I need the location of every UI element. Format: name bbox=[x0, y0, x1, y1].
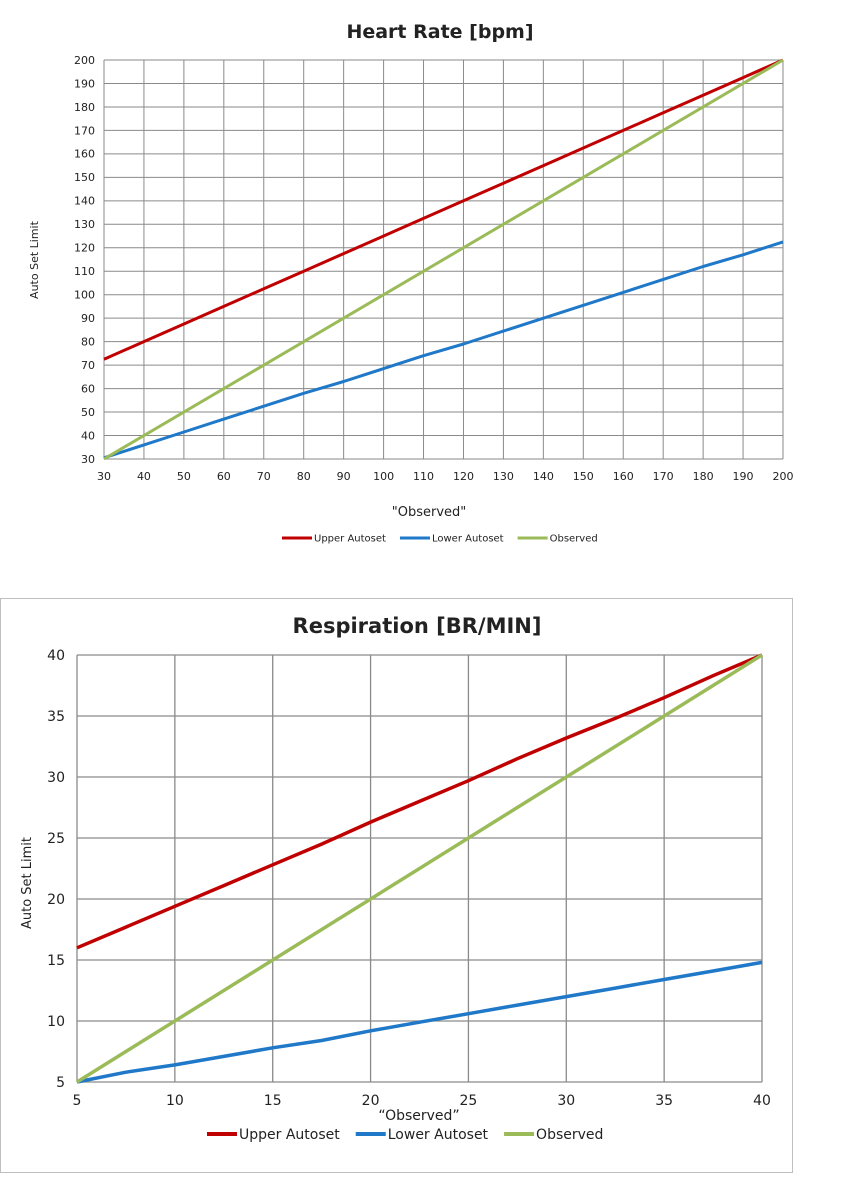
chart-title: Respiration [BR/MIN] bbox=[293, 614, 542, 638]
y-tick-label: 10 bbox=[47, 1014, 65, 1030]
x-axis-label: "Observed" bbox=[392, 505, 467, 520]
series-line-upper-autoset bbox=[76, 653, 763, 950]
y-tick-label: 160 bbox=[74, 148, 95, 161]
x-tick-labels: 30 40 50 60 70 80 90 100 110 120 130 140 150 160 170 18… bbox=[97, 470, 794, 483]
y-axis-label: Auto Set Limit bbox=[28, 220, 41, 299]
y-tick-label: 50 bbox=[81, 406, 95, 419]
x-tick-label: 200 bbox=[773, 470, 794, 483]
legend-label: Upper Autoset bbox=[239, 1127, 340, 1143]
legend-label: Lower Autoset bbox=[432, 534, 504, 545]
y-tick-label: 140 bbox=[74, 195, 95, 208]
x-tick-label: 30 bbox=[557, 1093, 575, 1109]
y-tick-label: 130 bbox=[74, 218, 95, 231]
x-tick-label: 90 bbox=[337, 470, 351, 483]
y-tick-label: 190 bbox=[74, 77, 95, 90]
y-tick-label: 20 bbox=[47, 892, 65, 908]
x-tick-label: 20 bbox=[362, 1093, 380, 1109]
x-tick-label: 25 bbox=[460, 1093, 478, 1109]
x-axis-label: “Observed” bbox=[378, 1108, 459, 1124]
series-lines bbox=[76, 653, 763, 1084]
y-tick-label: 170 bbox=[74, 124, 95, 137]
x-tick-label: 10 bbox=[166, 1093, 184, 1109]
gridlines bbox=[103, 59, 784, 460]
y-tick-label: 5 bbox=[56, 1075, 65, 1091]
legend-label: Upper Autoset bbox=[314, 534, 386, 545]
y-tick-label: 80 bbox=[81, 335, 95, 348]
x-tick-label: 60 bbox=[217, 470, 231, 483]
x-tick-label: 120 bbox=[453, 470, 474, 483]
series-line-lower-autoset bbox=[103, 240, 784, 460]
y-tick-label: 180 bbox=[74, 101, 95, 114]
y-axis-label: Auto Set Limit bbox=[20, 837, 35, 929]
x-tick-label: 40 bbox=[753, 1093, 771, 1109]
x-tick-label: 160 bbox=[613, 470, 634, 483]
y-tick-labels: 30 40 50 60 70 80 90 100 110 120 130 140 150 160 170 18… bbox=[74, 54, 95, 466]
chart-title: Heart Rate [bpm] bbox=[346, 21, 533, 43]
y-tick-label: 70 bbox=[81, 359, 95, 372]
y-tick-label: 30 bbox=[47, 770, 65, 786]
x-tick-label: 150 bbox=[573, 470, 594, 483]
y-tick-label: 60 bbox=[81, 382, 95, 395]
x-tick-label: 190 bbox=[733, 470, 754, 483]
x-tick-label: 50 bbox=[177, 470, 191, 483]
y-tick-label: 35 bbox=[47, 709, 65, 725]
legend-label: Observed bbox=[536, 1127, 603, 1143]
x-tick-label: 70 bbox=[257, 470, 271, 483]
x-tick-label: 30 bbox=[97, 470, 111, 483]
x-tick-label: 80 bbox=[297, 470, 311, 483]
y-tick-label: 110 bbox=[74, 265, 95, 278]
y-tick-label: 40 bbox=[47, 648, 65, 664]
heart-rate-chart-svg: Heart Rate [bpm] 30 40 50 60 70 80 90 100 110 120… bbox=[28, 21, 794, 545]
series-lines bbox=[103, 58, 784, 461]
legend: Upper Autoset Lower Autoset Observed bbox=[282, 534, 598, 545]
series-line-observed bbox=[103, 58, 784, 461]
series-line-upper-autoset bbox=[103, 58, 784, 361]
y-tick-label: 30 bbox=[81, 453, 95, 466]
y-tick-label: 25 bbox=[47, 831, 65, 847]
x-tick-label: 40 bbox=[137, 470, 151, 483]
x-tick-label: 110 bbox=[413, 470, 434, 483]
x-tick-label: 180 bbox=[693, 470, 714, 483]
legend-label: Lower Autoset bbox=[388, 1127, 489, 1143]
y-tick-label: 150 bbox=[74, 171, 95, 184]
x-tick-label: 35 bbox=[655, 1093, 673, 1109]
y-tick-label: 100 bbox=[74, 289, 95, 302]
x-tick-label: 15 bbox=[264, 1093, 282, 1109]
x-tick-label: 100 bbox=[373, 470, 394, 483]
x-tick-labels: 5 10 15 20 25 30 35 40 bbox=[73, 1093, 771, 1109]
y-tick-label: 200 bbox=[74, 54, 95, 67]
y-tick-label: 15 bbox=[47, 953, 65, 969]
legend-label: Observed bbox=[550, 534, 598, 545]
heart-rate-chart: Heart Rate [bpm] 30 40 50 60 70 80 90 100 110 120… bbox=[0, 0, 866, 560]
series-line-lower-autoset bbox=[76, 960, 763, 1084]
y-tick-label: 90 bbox=[81, 312, 95, 325]
gridlines bbox=[76, 654, 763, 1083]
y-tick-labels: 5 10 15 20 25 30 35 40 bbox=[47, 648, 65, 1091]
x-tick-label: 130 bbox=[493, 470, 514, 483]
respiration-chart: Respiration [BR/MIN] 5 10 15 20 25 30 35 40 5 10… bbox=[0, 598, 793, 1173]
respiration-chart-svg: Respiration [BR/MIN] 5 10 15 20 25 30 35 40 5 10… bbox=[20, 614, 771, 1143]
x-tick-label: 5 bbox=[73, 1093, 82, 1109]
y-tick-label: 40 bbox=[81, 429, 95, 442]
series-line-observed bbox=[76, 653, 763, 1084]
x-tick-label: 140 bbox=[533, 470, 554, 483]
x-tick-label: 170 bbox=[653, 470, 674, 483]
legend: Upper Autoset Lower Autoset Observed bbox=[207, 1127, 603, 1143]
y-tick-label: 120 bbox=[74, 242, 95, 255]
